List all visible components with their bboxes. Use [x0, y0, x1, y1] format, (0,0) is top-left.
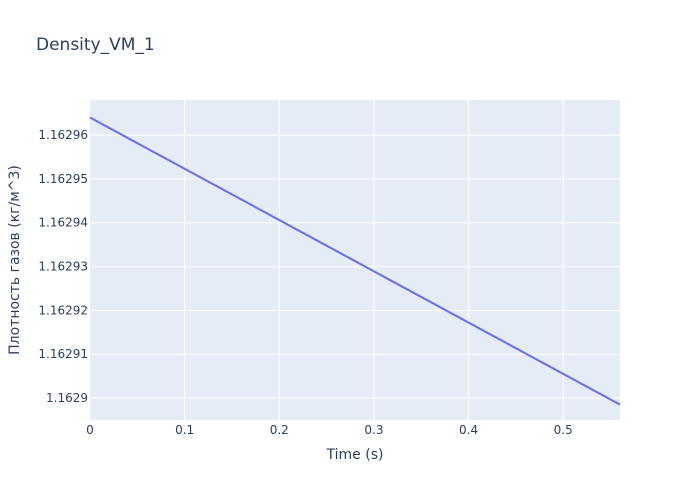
x-axis-ticks: 0 0.1 0.2 0.3 0.4 0.5: [86, 423, 573, 437]
x-tick-label: 0.2: [270, 423, 289, 437]
x-axis-label: Time (s): [326, 447, 384, 463]
y-tick-label: 1.16291: [38, 347, 88, 361]
y-tick-label: 1.16296: [38, 128, 88, 142]
y-axis-label: Плотность газов (кг/м^3): [7, 165, 23, 355]
y-tick-label: 1.16294: [38, 216, 88, 230]
y-tick-label: 1.16292: [38, 303, 88, 317]
y-tick-label: 1.16295: [38, 172, 88, 186]
y-axis-ticks: 1.1629 1.16291 1.16292 1.16293 1.16294 1.1629…: [38, 128, 88, 405]
grid-lines: [90, 100, 620, 420]
x-tick-label: 0.5: [554, 423, 573, 437]
chart-title: Density_VM_1: [36, 35, 155, 55]
x-tick-label: 0: [86, 423, 94, 437]
x-tick-label: 0.4: [459, 423, 478, 437]
series-layer: [89, 116, 621, 406]
x-tick-label: 0.1: [175, 423, 194, 437]
y-tick-label: 1.16293: [38, 260, 88, 274]
x-tick-label: 0.3: [364, 423, 383, 437]
series-line: [89, 116, 621, 406]
y-tick-label: 1.1629: [46, 391, 88, 405]
